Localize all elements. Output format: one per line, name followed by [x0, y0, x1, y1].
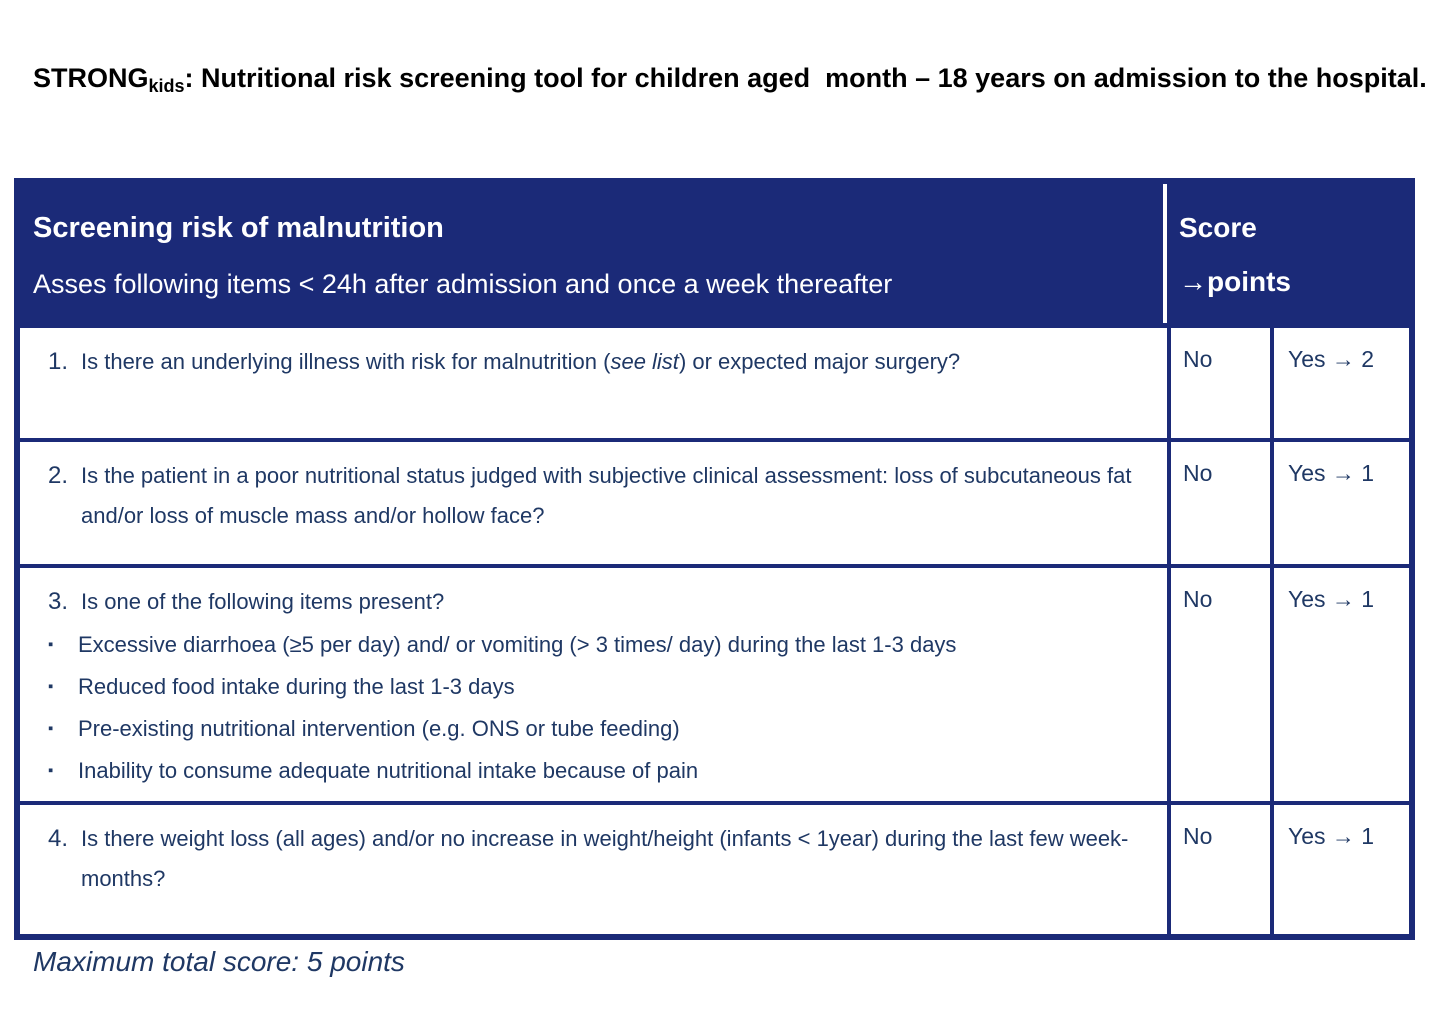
question-cell-4: 4. Is there weight loss (all ages) and/o…: [20, 805, 1167, 934]
no-label-3: No: [1183, 586, 1213, 612]
no-label-1: No: [1183, 346, 1213, 372]
bullet-square-icon: ▪: [48, 636, 54, 653]
page-title-subscript: kids: [148, 76, 185, 96]
table-title: Screening risk of malnutrition: [33, 212, 444, 244]
table-row-2: 2. Is the patient in a poor nutritional …: [20, 442, 1409, 568]
score-header-line2: →points: [1179, 266, 1291, 297]
bullet-text-3: Pre-existing nutritional intervention (e…: [78, 716, 680, 741]
yes-cell-2: Yes → 1: [1270, 442, 1409, 564]
screening-table: Screening risk of malnutrition Asses fol…: [14, 178, 1415, 940]
bullet-text-1: Excessive diarrhoea (≥5 per day) and/ or…: [78, 632, 957, 657]
no-label-4: No: [1183, 823, 1213, 849]
page-title-rest: : Nutritional risk screening tool for ch…: [184, 63, 1427, 93]
question-3-bullet-list: ▪ Excessive diarrhoea (≥5 per day) and/ …: [48, 624, 1143, 792]
no-label-2: No: [1183, 460, 1213, 486]
score-header-cell: Score →points: [1167, 184, 1409, 323]
question-number-2: 2.: [48, 462, 69, 489]
yes-label-2: Yes → 1: [1288, 460, 1375, 486]
header-left-cell: Screening risk of malnutrition Asses fol…: [20, 184, 1167, 323]
table-row-1: 1. Is there an underlying illness with r…: [20, 328, 1409, 442]
bullet-square-icon: ▪: [48, 678, 54, 695]
yes-cell-4: Yes → 1: [1270, 805, 1409, 934]
question-number-3: 3.: [48, 588, 69, 615]
no-cell-2: No: [1167, 442, 1270, 564]
question-text-3: Is one of the following items present?: [81, 589, 445, 614]
yes-cell-1: Yes → 2: [1270, 328, 1409, 438]
question-1-italic: see list: [610, 349, 679, 374]
question-text-2: Is the patient in a poor nutritional sta…: [81, 463, 1132, 528]
question-text-1: Is there an underlying illness with risk…: [81, 342, 1143, 382]
table-header-row: Screening risk of malnutrition Asses fol…: [20, 184, 1409, 328]
question-number-1: 1.: [48, 348, 69, 375]
page-title: STRONGkids: Nutritional risk screening t…: [33, 52, 1435, 113]
score-header-line1: Score: [1179, 212, 1257, 243]
yes-cell-3: Yes → 1: [1270, 568, 1409, 801]
question-cell-1: 1. Is there an underlying illness with r…: [20, 328, 1167, 438]
no-cell-4: No: [1167, 805, 1270, 934]
bullet-text-4: Inability to consume adequate nutritiona…: [78, 758, 699, 783]
yes-label-3: Yes → 1: [1288, 586, 1375, 612]
yes-label-1: Yes → 2: [1288, 346, 1375, 372]
bullet-item: ▪ Inability to consume adequate nutritio…: [48, 750, 1143, 792]
max-score-note: Maximum total score: 5 points: [33, 946, 405, 977]
question-cell-2: 2. Is the patient in a poor nutritional …: [20, 442, 1167, 564]
bullet-item: ▪ Reduced food intake during the last 1-…: [48, 666, 1143, 708]
page-title-prefix: STRONG: [33, 63, 149, 93]
bullet-square-icon: ▪: [48, 762, 54, 779]
no-cell-1: No: [1167, 328, 1270, 438]
question-number-4: 4.: [48, 825, 69, 852]
bullet-item: ▪ Pre-existing nutritional intervention …: [48, 708, 1143, 750]
question-1-pre: Is there an underlying illness with risk…: [81, 349, 611, 374]
table-row-3: 3. Is one of the following items present…: [20, 568, 1409, 805]
bullet-square-icon: ▪: [48, 720, 54, 737]
bullet-item: ▪ Excessive diarrhoea (≥5 per day) and/ …: [48, 624, 1143, 666]
table-row-4: 4. Is there weight loss (all ages) and/o…: [20, 805, 1409, 934]
bullet-text-2: Reduced food intake during the last 1-3 …: [78, 674, 515, 699]
yes-label-4: Yes → 1: [1288, 823, 1375, 849]
question-text-4: Is there weight loss (all ages) and/or n…: [81, 826, 1129, 891]
question-1-post: ) or expected major surgery?: [678, 349, 961, 374]
question-cell-3: 3. Is one of the following items present…: [20, 568, 1167, 801]
no-cell-3: No: [1167, 568, 1270, 801]
table-subtitle: Asses following items < 24h after admiss…: [33, 269, 893, 299]
